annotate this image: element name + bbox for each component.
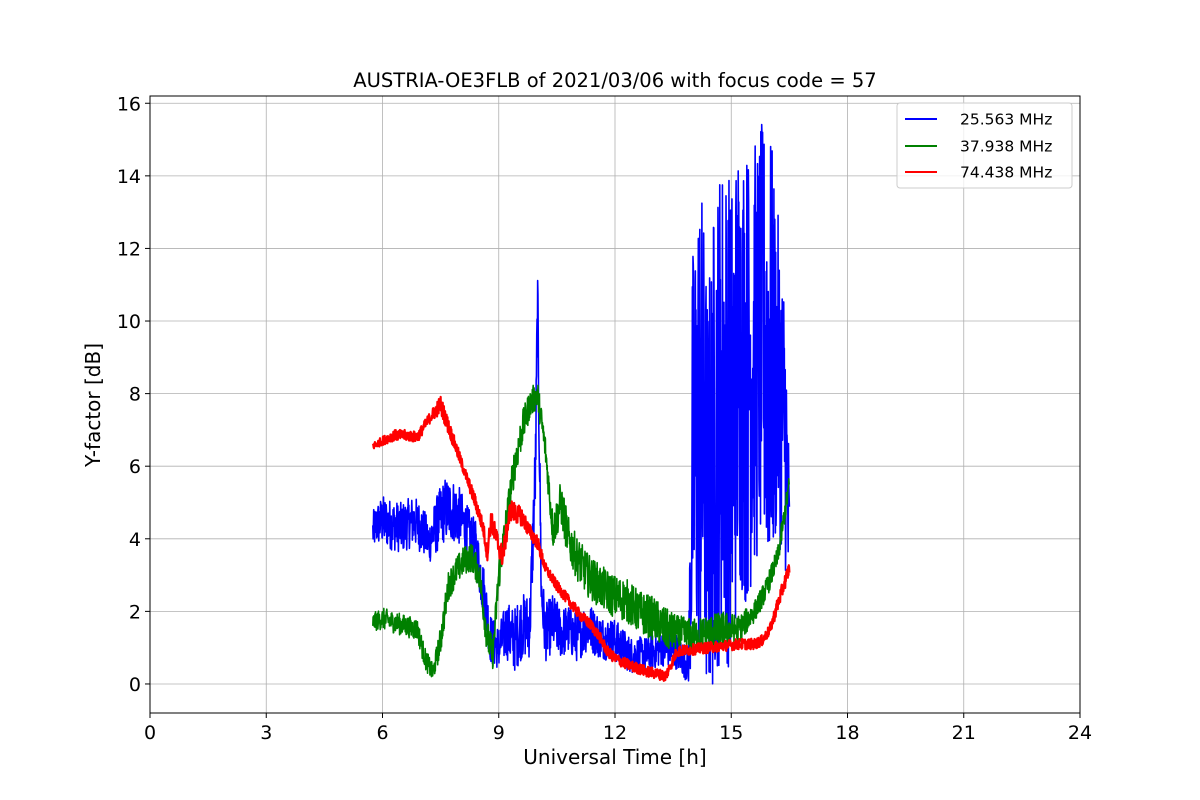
plot-area xyxy=(371,123,791,685)
y-tick-label: 10 xyxy=(117,311,141,333)
y-tick-label: 2 xyxy=(129,601,141,623)
y-tick-label: 14 xyxy=(117,166,141,188)
y-axis-label: Y-factor [dB] xyxy=(81,343,105,468)
x-tick-label: 21 xyxy=(952,722,976,744)
y-tick-label: 0 xyxy=(129,674,141,696)
legend-label-series-3: 74.438 MHz xyxy=(960,164,1052,182)
series-line-1 xyxy=(372,123,791,685)
y-axis-ticks: 0 2 4 6 8 10 12 14 16 xyxy=(117,93,150,696)
legend-box xyxy=(896,102,1073,189)
x-tick-label: 9 xyxy=(493,722,505,744)
x-tick-label: 24 xyxy=(1068,722,1092,744)
series-line-3 xyxy=(371,395,791,682)
chart-legend: 25.563 MHz 37.938 MHz 74.438 MHz xyxy=(896,102,1073,189)
y-tick-label: 4 xyxy=(129,529,141,551)
x-tick-label: 6 xyxy=(376,722,388,744)
legend-label-series-2: 37.938 MHz xyxy=(960,138,1052,156)
x-tick-label: 12 xyxy=(603,722,627,744)
y-tick-label: 6 xyxy=(129,456,141,478)
legend-label-series-1: 25.563 MHz xyxy=(960,111,1052,129)
x-tick-label: 15 xyxy=(719,722,743,744)
x-axis-ticks: 0 3 6 9 12 15 18 21 24 xyxy=(144,713,1092,744)
y-tick-label: 8 xyxy=(129,384,141,406)
chart-title: AUSTRIA-OE3FLB of 2021/03/06 with focus … xyxy=(353,69,876,92)
x-tick-label: 18 xyxy=(835,722,859,744)
y-tick-label: 12 xyxy=(117,238,141,260)
x-tick-label: 3 xyxy=(260,722,272,744)
series-line-2 xyxy=(372,384,791,678)
x-tick-label: 0 xyxy=(144,722,156,744)
x-axis-label: Universal Time [h] xyxy=(523,745,706,769)
y-tick-label: 16 xyxy=(117,93,141,115)
